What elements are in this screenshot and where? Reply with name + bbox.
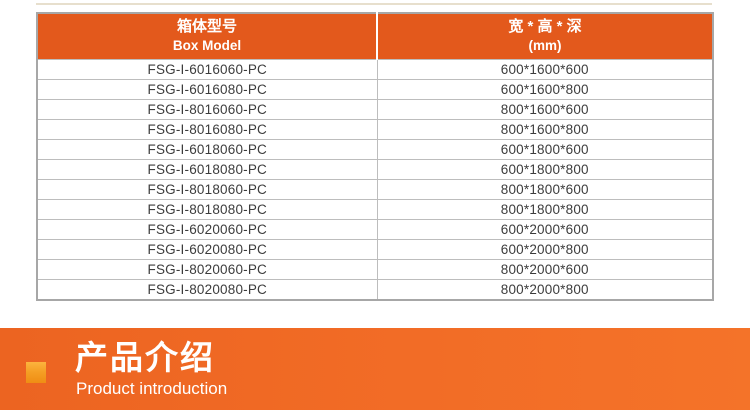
- col-header-box-model-zh: 箱体型号: [177, 18, 238, 36]
- model-cell: FSG-I-8020080-PC: [36, 278, 378, 300]
- table-row: FSG-I-8020060-PC 800*2000*600: [36, 258, 714, 280]
- spec-table-body: FSG-I-6016060-PC 600*1600*600 FSG-I-601608…: [36, 58, 714, 300]
- banner-title: 产品介绍: [75, 339, 215, 376]
- table-row: FSG-I-8018060-PC 800*1800*600: [36, 178, 714, 200]
- box-model-spec-table: 箱体型号 Box Model 宽 * 高 * 深 (mm) FSG-I-6016…: [36, 12, 714, 301]
- model-cell: FSG-I-6016060-PC: [36, 58, 378, 80]
- top-divider-line: [36, 3, 712, 5]
- size-cell: 800*1600*800: [376, 118, 714, 140]
- col-header-box-model-en: Box Model: [172, 38, 242, 54]
- table-row: FSG-I-8016080-PC 800*1600*800: [36, 118, 714, 140]
- model-cell: FSG-I-6018080-PC: [36, 158, 378, 180]
- model-cell: FSG-I-8018060-PC: [36, 178, 378, 200]
- size-cell: 800*1800*800: [376, 198, 714, 220]
- model-cell: FSG-I-8018080-PC: [36, 198, 378, 220]
- spec-table-header: 箱体型号 Box Model 宽 * 高 * 深 (mm): [37, 13, 713, 59]
- table-row: FSG-I-6020060-PC 600*2000*600: [36, 218, 714, 240]
- size-cell: 800*2000*800: [376, 278, 714, 300]
- table-row: FSG-I-8018080-PC 800*1800*800: [36, 198, 714, 220]
- table-row: FSG-I-8020080-PC 800*2000*800: [36, 278, 714, 300]
- table-row: FSG-I-6018060-PC 600*1800*600: [36, 138, 714, 160]
- size-cell: 600*2000*600: [376, 218, 714, 240]
- header-row: 箱体型号 Box Model 宽 * 高 * 深 (mm): [37, 13, 713, 59]
- model-cell: FSG-I-8020060-PC: [36, 258, 378, 280]
- table-row: FSG-I-6016060-PC 600*1600*600: [36, 58, 714, 80]
- model-cell: FSG-I-6016080-PC: [36, 78, 378, 100]
- col-header-dimensions-en: (mm): [528, 38, 562, 54]
- size-cell: 600*2000*800: [376, 238, 714, 260]
- model-cell: FSG-I-6020080-PC: [36, 238, 378, 260]
- col-header-dimensions: 宽 * 高 * 深 (mm): [376, 13, 713, 59]
- product-intro-banner: 产品介绍 Product introduction: [0, 328, 750, 410]
- section-bullet-marker-icon: [26, 362, 46, 383]
- col-header-box-model: 箱体型号 Box Model: [37, 13, 378, 59]
- size-cell: 600*1600*600: [376, 58, 714, 80]
- table-row: FSG-I-6016080-PC 600*1600*800: [36, 78, 714, 100]
- model-cell: FSG-I-6018060-PC: [36, 138, 378, 160]
- size-cell: 800*1600*600: [376, 98, 714, 120]
- table-row: FSG-I-6020080-PC 600*2000*800: [36, 238, 714, 260]
- table-row: FSG-I-8016060-PC 800*1600*600: [36, 98, 714, 120]
- banner-subtitle: Product introduction: [76, 379, 228, 398]
- size-cell: 800*2000*600: [376, 258, 714, 280]
- table-row: FSG-I-6018080-PC 600*1800*800: [36, 158, 714, 180]
- size-cell: 600*1600*800: [376, 78, 714, 100]
- size-cell: 600*1800*600: [376, 138, 714, 160]
- col-header-dimensions-zh: 宽 * 高 * 深: [508, 18, 582, 36]
- model-cell: FSG-I-8016080-PC: [36, 118, 378, 140]
- size-cell: 600*1800*800: [376, 158, 714, 180]
- model-cell: FSG-I-6020060-PC: [36, 218, 378, 240]
- size-cell: 800*1800*600: [376, 178, 714, 200]
- model-cell: FSG-I-8016060-PC: [36, 98, 378, 120]
